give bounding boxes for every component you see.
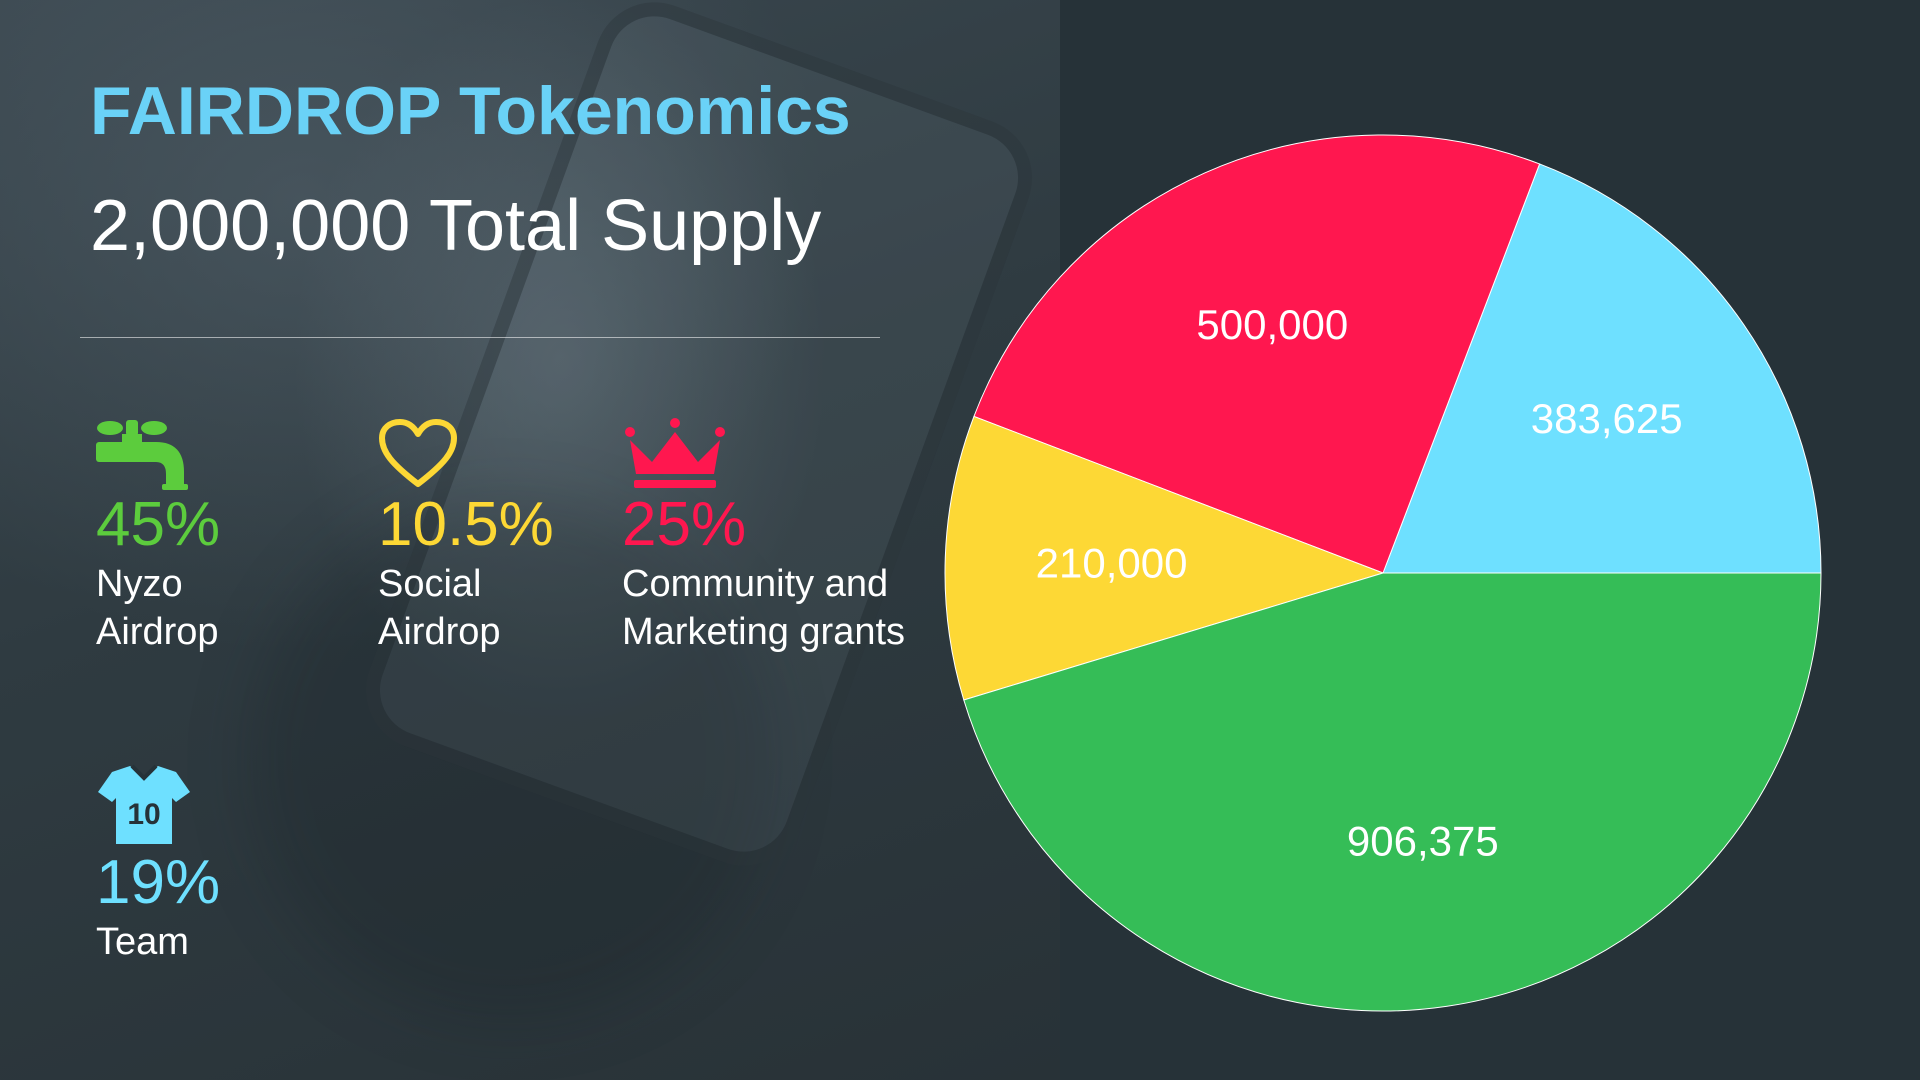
pie-slice-label-2: 210,000: [1036, 539, 1188, 586]
divider: [80, 337, 880, 338]
crown-icon: [625, 418, 725, 488]
community-percent: 25%: [622, 490, 747, 559]
stat-nyzo-airdrop: 45% Nyzo Airdrop: [96, 418, 246, 656]
stat-community-grants: 25% Community and Marketing grants: [622, 418, 912, 656]
pie-slice-label-3: 906,375: [1347, 818, 1499, 865]
team-percent: 19%: [96, 848, 221, 917]
stat-social-airdrop: 10.5% Social Airdrop: [378, 418, 554, 656]
pie-slice-label-0: 383,625: [1531, 395, 1683, 442]
svg-text:10: 10: [127, 798, 160, 831]
faucet-icon: [96, 420, 188, 490]
social-label: Social Airdrop: [378, 563, 501, 653]
community-label: Community and Marketing grants: [622, 563, 906, 653]
page-title: FAIRDROP Tokenomics: [90, 73, 851, 149]
team-label: Team: [96, 921, 189, 963]
pie-slice-3: [963, 572, 1822, 1012]
pie-slice-label-1: 500,000: [1196, 301, 1348, 348]
background-photo-panel: [0, 0, 1060, 1080]
heart-icon: [379, 419, 457, 487]
stat-team: 10 19% Team: [96, 762, 220, 966]
nyzo-percent: 45%: [96, 490, 221, 559]
jersey-icon: 10: [98, 764, 190, 844]
social-percent: 10.5%: [378, 490, 554, 559]
pie-slice-1: [973, 134, 1541, 574]
pie-slice-2: [944, 415, 1385, 701]
background-hand-shadow: [250, 500, 770, 1020]
pie-labels: 383,625 500,000 210,000 906,375: [1036, 301, 1683, 865]
total-supply-subtitle: 2,000,000 Total Supply: [90, 186, 822, 266]
nyzo-label: Nyzo Airdrop: [96, 563, 219, 653]
pie-slices: [944, 134, 1822, 1012]
pie-slice-0: [1382, 163, 1822, 574]
